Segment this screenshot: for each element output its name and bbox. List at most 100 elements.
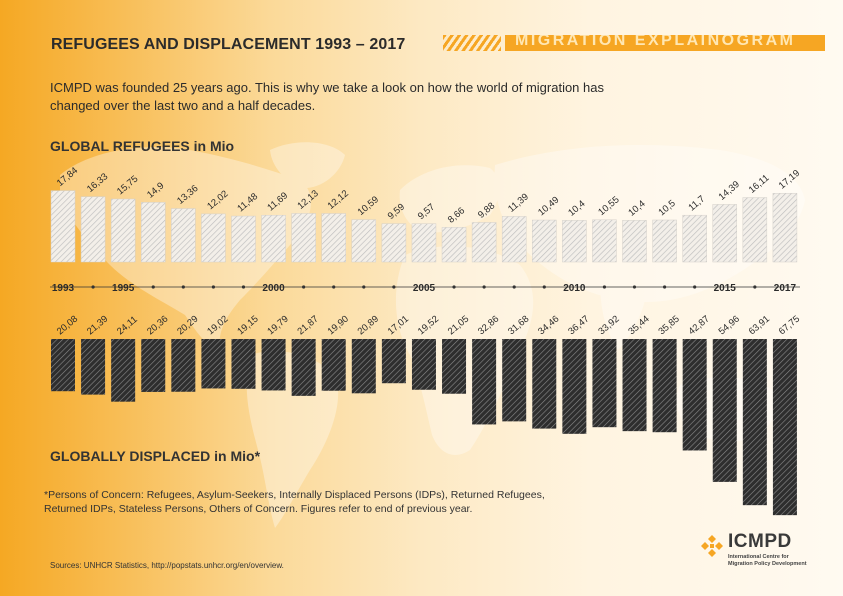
displaced-label-1999: 19,15 [235,314,260,338]
timeline-dot-2003 [362,285,366,289]
displaced-label-2008: 31,68 [506,314,531,338]
displaced-label-2002: 19,90 [326,314,351,338]
refugee-label-2002: 12,12 [326,188,351,212]
timeline-dot-2007 [482,285,486,289]
refugee-bar-2017 [772,192,798,263]
refugee-label-2009: 10,49 [536,195,561,219]
timeline-dot-2004 [392,285,396,289]
refugee-bar-2016 [742,197,768,263]
displaced-label-1994: 21,39 [85,314,110,338]
displaced-bar-1999 [231,339,256,389]
displaced-bar-2015 [712,339,737,482]
timeline-year-2005: 2005 [413,283,436,294]
displaced-label-1998: 19,02 [205,314,230,338]
refugee-label-2005: 9,57 [416,202,437,222]
refugee-bar-1997 [171,208,196,263]
timeline-dot-1998 [211,285,215,289]
displaced-label-2006: 21,05 [446,314,471,338]
displaced-bar-1994 [81,339,106,395]
displaced-label-2001: 21,87 [295,314,320,338]
displaced-bar-2012 [622,339,647,432]
icmpd-logo-mark-icon [701,535,723,557]
footnote: *Persons of Concern: Refugees, Asylum-Se… [44,489,545,515]
displaced-label-2016: 63,91 [747,314,772,338]
refugee-bar-2010 [562,220,587,263]
refugee-bar-2009 [532,219,557,263]
refugee-label-2012: 10,4 [626,198,647,218]
displaced-label-1995: 24,11 [115,314,140,337]
timeline-year-2000: 2000 [262,283,285,294]
timeline-dot-1997 [181,285,185,289]
timeline-dot-2011 [602,285,607,289]
refugee-bar-2000 [261,214,286,263]
brand-text: MIGRATION EXPLAINOGRAM [515,35,796,49]
displaced-label-2009: 34,46 [536,314,561,338]
displaced-label-2010: 36,47 [566,314,591,338]
refugee-bar-2002 [321,213,346,263]
refugee-label-2006: 8,66 [446,205,467,225]
displaced-label-2012: 35,44 [626,314,651,338]
displaced-label-2005: 19,52 [416,314,441,338]
displaced-bar-1996 [141,339,166,392]
displaced-bar-2008 [502,339,527,422]
displaced-bar-2011 [592,339,617,428]
displaced-label-2007: 32,86 [476,314,501,338]
timeline-year-2017: 2017 [774,283,797,294]
refugee-label-2010: 10,4 [566,198,587,218]
timeline-year-2010: 2010 [563,283,586,294]
displaced-label-1997: 20,29 [175,314,200,338]
refugee-bar-1996 [140,202,166,263]
displaced-bar-2014 [682,339,707,451]
displaced-bar-2017 [772,339,797,516]
displaced-label-2003: 20,89 [356,314,381,338]
timeline-dot-2012 [632,285,637,289]
brand-banner: MIGRATION EXPLAINOGRAM [505,35,825,51]
timeline-dot-1999 [241,285,246,289]
refugee-label-2016: 16,11 [747,173,772,196]
displaced-label-1996: 20,36 [145,314,170,338]
refugee-bars: 17,84 16,33 15,75 14,9 13,36 12,02 11,48 11,69 1… [50,165,802,263]
refugee-bar-2011 [592,219,617,263]
displaced-bar-2016 [742,339,767,506]
refugee-bar-1998 [201,213,226,263]
displaced-bar-2004 [381,339,406,384]
timeline-dot-2014 [693,285,697,289]
refugee-bar-2008 [501,216,527,263]
refugee-label-1998: 12,02 [205,189,230,213]
refugee-bar-2014 [682,214,707,263]
refugee-label-2013: 10,5 [656,198,677,218]
logo-subtitle-line2: Migration Policy Development [728,560,807,567]
timeline-year-1995: 1995 [112,283,135,294]
displaced-label-1993: 20,08 [55,314,80,338]
displaced-label-2017: 67,75 [777,314,802,338]
logo-subtitle: International Centre for Migration Polic… [728,554,828,567]
refugee-label-2017: 17,19 [777,168,802,192]
refugee-label-1994: 16,33 [85,171,110,195]
timeline-dot-2009 [542,285,546,289]
refugee-bar-2005 [411,223,437,263]
refugee-label-2014: 11,7 [687,194,708,214]
logo-name: ICMPD [728,531,792,552]
timeline-year-2015: 2015 [714,283,737,294]
refugee-label-1997: 13,36 [175,183,200,207]
displaced-bar-2007 [472,339,497,425]
displaced-bar-2013 [652,339,677,433]
displaced-bar-1995 [111,339,136,402]
displaced-bar-2009 [532,339,557,429]
displaced-bar-2001 [291,339,316,396]
timeline-dot-2008 [512,285,516,289]
displaced-bar-2006 [442,339,467,394]
timeline-dot-2002 [332,285,336,289]
displaced-label-2000: 19,79 [265,314,290,338]
refugee-bar-2015 [712,204,738,263]
timeline-dot-2006 [452,285,456,289]
refugee-label-1999: 11,48 [235,191,260,214]
header-stripes [443,35,501,51]
refugee-bar-2001 [291,213,316,263]
refugee-label-1993: 17,84 [55,165,80,189]
refugee-label-2003: 10,59 [356,194,381,218]
refugee-label-2004: 9,59 [386,202,407,222]
refugee-label-2008: 11,39 [506,191,531,214]
